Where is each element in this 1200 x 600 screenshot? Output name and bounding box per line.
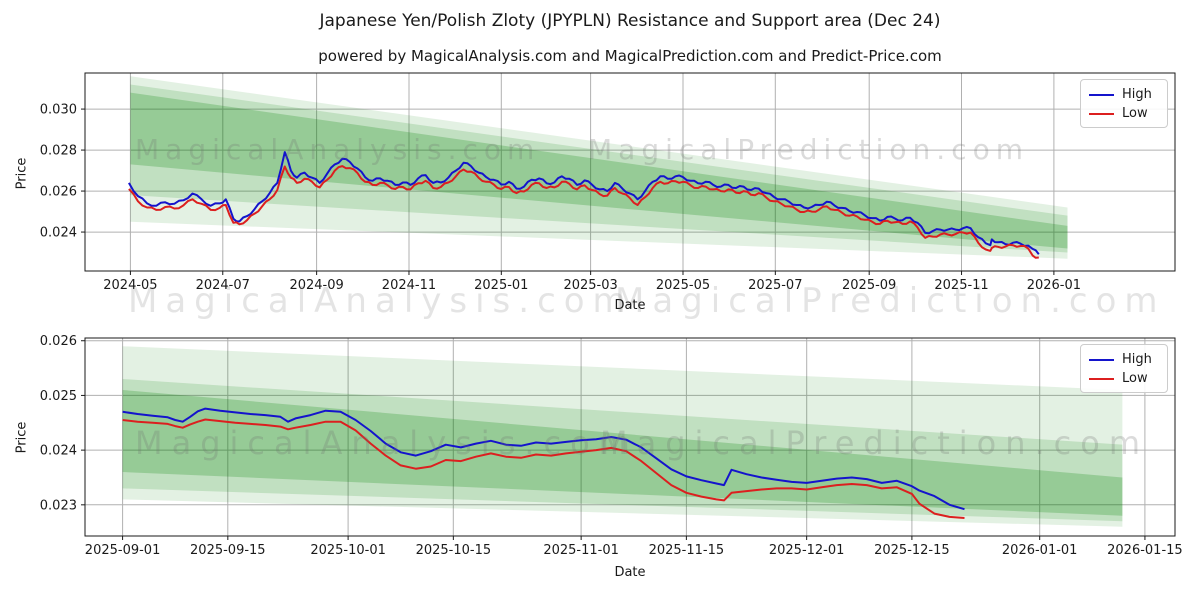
high-line-swatch [1089,93,1114,96]
legend-label-low: Low [1122,106,1148,121]
legend-item-low: Low [1089,104,1159,123]
high-price-line [128,151,1040,255]
x-tick-label: 2024-05 [103,278,157,293]
y-tick-label: 0.028 [40,144,77,159]
legend-item-low: Low [1089,369,1159,388]
support-resistance-band [130,76,1068,259]
x-tick-label: 2025-10-15 [416,543,492,558]
legend-bottom-chart: High Low [1080,344,1168,393]
x-tick-label: 2024-09 [289,278,343,293]
y-tick-label: 0.026 [40,185,77,200]
y-axis-label-bottom: Price [14,421,30,454]
support-resistance-band [122,346,1123,527]
legend-item-high: High [1089,350,1159,369]
high-price-line [122,407,965,511]
figure-subtitle: powered by MagicalAnalysis.com and Magic… [318,47,942,65]
x-tick-label: 2025-05 [656,278,710,293]
x-tick-label: 2025-03 [563,278,617,293]
low-line-swatch [1089,377,1114,380]
legend-item-high: High [1089,85,1159,104]
x-tick-label: 2025-11-01 [543,543,619,558]
x-tick-label: 2025-07 [748,278,802,293]
x-tick-label: 2025-11 [934,278,988,293]
legend-label-low: Low [1122,371,1148,386]
low-line-swatch [1089,112,1114,115]
x-tick-label: 2025-09-01 [85,543,161,558]
y-tick-label: 0.024 [40,226,77,241]
figure-title: Japanese Yen/Polish Zloty (JPYPLN) Resis… [319,11,941,31]
plot-border [84,337,1176,537]
x-tick-label: 2025-12-01 [769,543,845,558]
support-resistance-band [122,389,1123,516]
x-tick-label: 2025-09 [842,278,896,293]
plot-border [84,72,1176,272]
x-tick-label: 2025-10-01 [310,543,386,558]
x-tick-label: 2026-01-01 [1002,543,1078,558]
y-tick-label: 0.026 [40,334,77,349]
x-axis-label-bottom: Date [614,565,646,580]
y-tick-label: 0.030 [40,103,77,118]
high-line-swatch [1089,358,1114,361]
x-tick-label: 2025-09-15 [190,543,266,558]
y-tick-label: 0.025 [40,389,77,404]
x-axis-label-top: Date [614,298,646,313]
x-tick-label: 2025-12-15 [874,543,950,558]
legend-label-high: High [1122,87,1152,102]
x-tick-label: 2026-01 [1027,278,1081,293]
low-price-line [122,418,965,519]
y-tick-label: 0.024 [40,444,77,459]
legend-label-high: High [1122,352,1152,367]
x-tick-label: 2024-07 [196,278,250,293]
y-axis-label-top: Price [14,157,30,190]
x-tick-label: 2024-11 [382,278,436,293]
low-price-line [128,165,1039,259]
y-tick-label: 0.023 [40,498,77,513]
legend-top-chart: High Low [1080,79,1168,128]
x-tick-label: 2025-01 [474,278,528,293]
x-tick-label: 2026-01-15 [1107,543,1183,558]
x-tick-label: 2025-11-15 [649,543,725,558]
